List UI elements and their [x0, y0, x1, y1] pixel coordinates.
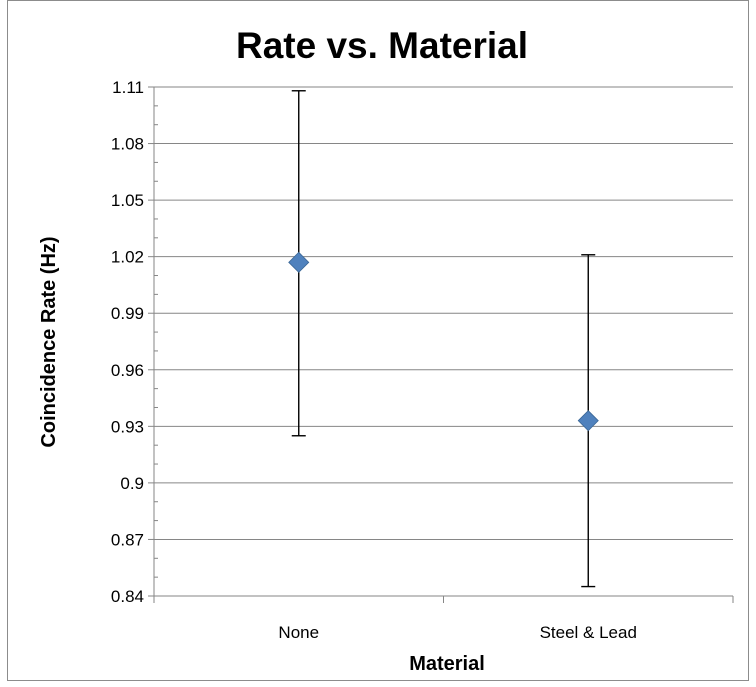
x-axis-title: Material — [409, 653, 485, 675]
y-tick-label: 1.11 — [112, 78, 144, 97]
x-tick-label: None — [278, 623, 319, 642]
data-point-diamond — [288, 251, 310, 273]
y-axis-title: Coincidence Rate (Hz) — [38, 236, 60, 447]
chart-title: Rate vs. Material — [236, 25, 528, 66]
axes — [148, 86, 734, 603]
x-tick-labels: None Steel & Lead — [278, 623, 637, 642]
y-tick-label: 1.05 — [111, 191, 144, 210]
y-tick-label: 1.08 — [111, 135, 144, 154]
gridlines — [154, 86, 733, 540]
y-tick-label: 0.93 — [111, 417, 144, 436]
y-tick-label: 0.9 — [120, 474, 144, 493]
y-tick-label: 0.87 — [111, 530, 144, 549]
data-point-diamond — [577, 410, 599, 432]
y-tick-label: 0.84 — [111, 587, 144, 606]
error-bars — [291, 90, 596, 588]
y-tick-label: 0.96 — [111, 361, 144, 380]
data-points — [288, 251, 599, 432]
y-tick-label: 0.99 — [111, 304, 144, 323]
y-tick-labels: 0.84 0.87 0.9 0.93 0.96 0.99 1.02 1.05 1.08 1.11 — [111, 78, 144, 606]
x-tick-label: Steel & Lead — [540, 623, 637, 642]
chart-frame — [7, 0, 749, 681]
y-tick-label: 1.02 — [111, 248, 144, 267]
